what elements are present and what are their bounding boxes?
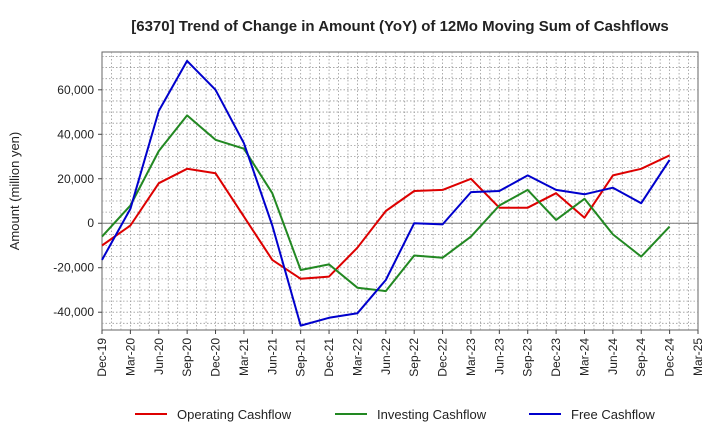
x-tick-label: Mar-25 bbox=[691, 338, 705, 376]
x-tick-label: Sep-22 bbox=[407, 338, 421, 377]
x-tick-label: Dec-23 bbox=[549, 338, 563, 377]
legend-label-free-cashflow: Free Cashflow bbox=[571, 407, 655, 422]
series-line-operating-cashflow bbox=[101, 154, 671, 280]
x-tick-label: Jun-23 bbox=[492, 338, 506, 375]
x-tick-label: Sep-20 bbox=[180, 338, 194, 377]
grid-layer bbox=[102, 52, 698, 330]
x-tick-label: Mar-23 bbox=[464, 338, 478, 376]
x-tick-label: Sep-21 bbox=[294, 338, 308, 377]
chart-title: [6370] Trend of Change in Amount (YoY) o… bbox=[131, 18, 669, 35]
x-tick-label: Dec-21 bbox=[322, 338, 336, 377]
x-tick-label: Dec-20 bbox=[209, 338, 223, 377]
x-tick-label: Mar-21 bbox=[237, 338, 251, 376]
legend-label-investing-cashflow: Investing Cashflow bbox=[377, 407, 487, 422]
x-tick-label: Dec-22 bbox=[436, 338, 450, 377]
x-tick-label: Dec-19 bbox=[95, 338, 109, 377]
y-tick-label: 40,000 bbox=[57, 127, 94, 141]
series-line-free-cashflow bbox=[101, 59, 671, 327]
x-tick-label: Sep-23 bbox=[521, 338, 535, 377]
series-layer bbox=[101, 59, 671, 327]
x-tick-label: Sep-24 bbox=[634, 338, 648, 377]
y-tick-label: 0 bbox=[87, 216, 94, 230]
y-tick-label: -20,000 bbox=[53, 261, 94, 275]
y-tick-label: 60,000 bbox=[57, 83, 94, 97]
y-axis-title: Amount (million yen) bbox=[7, 132, 22, 251]
series-line-investing-cashflow bbox=[101, 114, 671, 293]
y-tick-labels: -40,000 -20,000 0 20,000 40,000 60,000 bbox=[53, 83, 102, 319]
x-tick-label: Jun-24 bbox=[606, 338, 620, 375]
x-tick-label: Mar-20 bbox=[123, 338, 137, 376]
y-tick-label: 20,000 bbox=[57, 172, 94, 186]
x-tick-label: Dec-24 bbox=[663, 338, 677, 377]
x-tick-label: Mar-22 bbox=[350, 338, 364, 376]
x-tick-label: Jun-21 bbox=[265, 338, 279, 375]
legend: Operating Cashflow Investing Cashflow Free… bbox=[135, 407, 655, 422]
x-tick-labels: Dec-19 Mar-20 Jun-20 Sep-20 Dec-20 Mar-21 Jun-… bbox=[95, 330, 705, 377]
x-tick-label: Jun-22 bbox=[379, 338, 393, 375]
x-tick-label: Jun-20 bbox=[152, 338, 166, 375]
y-tick-label: -40,000 bbox=[53, 305, 94, 319]
legend-label-operating-cashflow: Operating Cashflow bbox=[177, 407, 292, 422]
plot-area bbox=[101, 51, 699, 331]
x-tick-label: Mar-24 bbox=[577, 338, 591, 376]
